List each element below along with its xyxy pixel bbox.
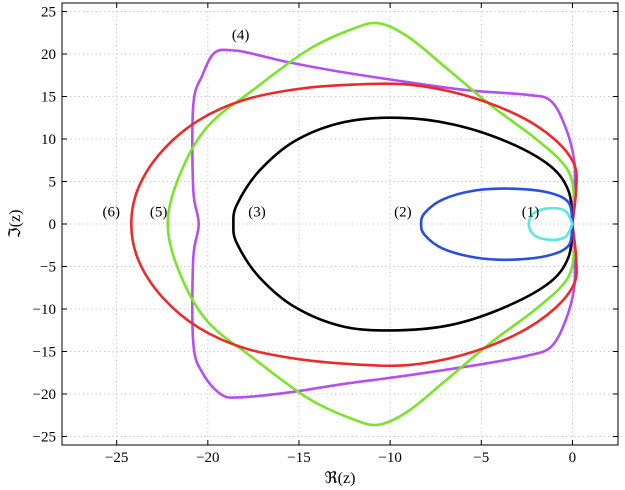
curve-annotations: (1) (2) (3) (4) (5) (6) <box>102 27 539 220</box>
curve-annotation: (5) <box>150 204 168 220</box>
curve-annotation: (2) <box>394 204 412 220</box>
y-tick-label: −15 <box>33 345 56 361</box>
x-axis-label: ℜ(z) <box>325 470 356 487</box>
y-tick-label: 25 <box>41 5 56 21</box>
series-curve-1 <box>527 206 574 242</box>
series-curve-2 <box>419 187 574 262</box>
curve-annotation: (3) <box>248 204 266 220</box>
series-curve-6 <box>130 82 578 368</box>
series-curve-3 <box>232 116 574 332</box>
y-tick-label: 5 <box>49 175 57 191</box>
x-tick-label: −5 <box>473 450 489 466</box>
y-tick-label: 20 <box>41 47 56 63</box>
series-curve-5 <box>166 21 576 427</box>
y-tick-label: −10 <box>33 302 56 318</box>
x-tick-label: −10 <box>378 450 401 466</box>
curve-annotation: (4) <box>232 27 250 43</box>
axis-ticks: −25 −20 −15 −10 −5 0 −25 −20 −15 −10 −5 0 5 10 15 20 25 <box>33 3 618 466</box>
y-tick-label: 15 <box>41 90 56 106</box>
x-tick-label: −25 <box>105 450 128 466</box>
curve-annotation: (6) <box>102 204 120 220</box>
series-curve-4 <box>191 48 577 399</box>
y-tick-label: −20 <box>33 387 56 403</box>
grid-lines <box>62 3 618 445</box>
y-tick-label: 0 <box>49 217 57 233</box>
x-tick-label: −20 <box>196 450 219 466</box>
x-tick-label: 0 <box>569 450 577 466</box>
y-tick-label: −25 <box>33 430 56 446</box>
y-tick-label: 10 <box>41 132 56 148</box>
y-axis-label: ℑ(z) <box>7 210 24 239</box>
curve-layer <box>130 21 578 427</box>
curve-annotation: (1) <box>522 204 540 220</box>
x-tick-label: −15 <box>287 450 310 466</box>
y-tick-label: −5 <box>40 260 56 276</box>
